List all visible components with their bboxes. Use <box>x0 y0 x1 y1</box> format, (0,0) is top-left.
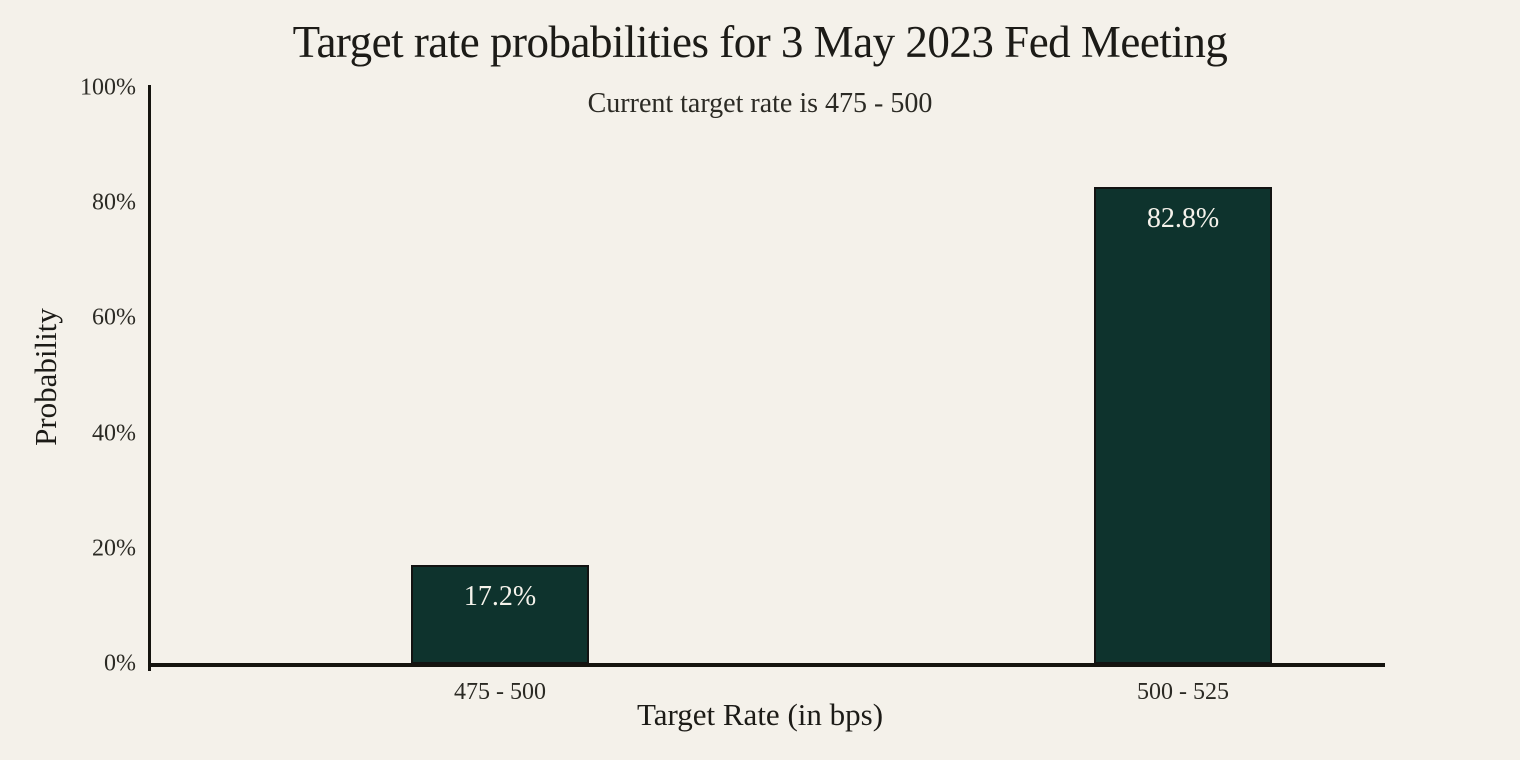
chart-subtitle: Current target rate is 475 - 500 <box>587 88 933 119</box>
chart-title: Target rate probabilities for 3 May 2023… <box>292 17 1228 67</box>
x-axis-title: Target Rate (in bps) <box>636 697 884 732</box>
y-tick-label: 60% <box>92 304 136 331</box>
y-tick-label: 40% <box>92 420 136 447</box>
bar-value-label: 82.8% <box>1146 203 1220 235</box>
bar: 17.2% <box>411 564 589 664</box>
x-tick-label: 475 - 500 <box>454 679 546 705</box>
x-tick-label: 500 - 525 <box>1137 679 1229 705</box>
y-axis-line <box>148 85 151 671</box>
y-tick-label: 0% <box>104 650 136 677</box>
y-tick-label: 20% <box>92 535 136 562</box>
bar-value-label: 17.2% <box>463 580 537 612</box>
bar: 82.8% <box>1094 187 1272 664</box>
x-axis-line <box>148 663 1385 667</box>
y-tick-label: 80% <box>92 189 136 216</box>
y-tick-label: 100% <box>80 74 136 101</box>
